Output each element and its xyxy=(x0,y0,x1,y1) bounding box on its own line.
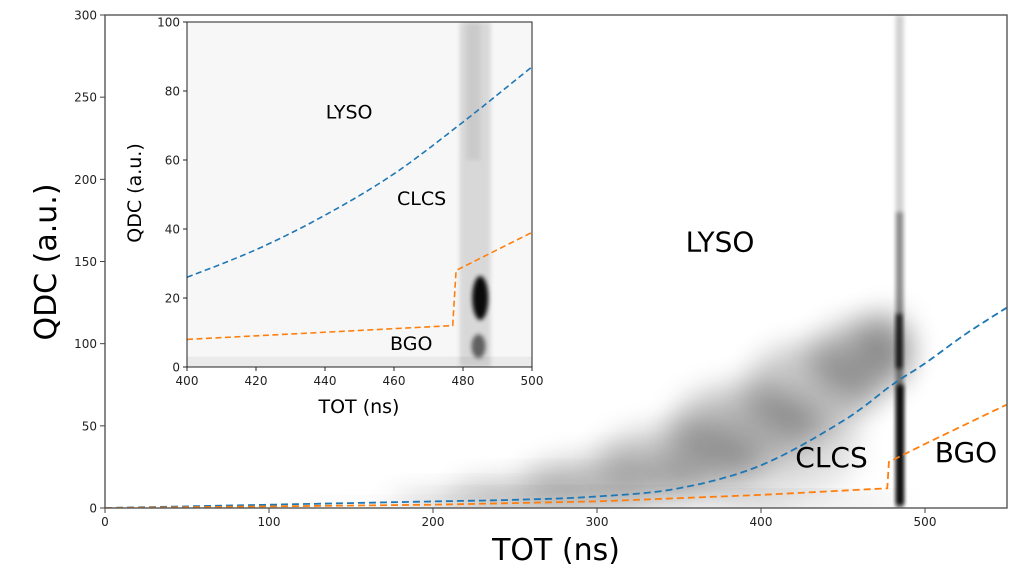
x-tick-label: 500 xyxy=(521,374,544,388)
main-x-ticks: 0 100 200 300 400 500 xyxy=(101,508,936,529)
clcs-bgo-boundary-line xyxy=(187,231,532,341)
main-density-map xyxy=(301,15,914,508)
region-label-clcs: CLCS xyxy=(795,441,867,474)
x-tick-label: 400 xyxy=(750,515,773,529)
region-label-bgo: BGO xyxy=(390,333,432,355)
inset-x-axis-label: TOT (ns) xyxy=(318,396,400,418)
lyso-clcs-boundary-line xyxy=(105,306,1007,508)
inset-x-ticks: 400 420 440 460 480 500 xyxy=(176,367,544,388)
x-tick-label: 400 xyxy=(176,374,199,388)
inset-y-axis-label: QDC (a.u.) xyxy=(124,143,146,242)
y-tick-label: 80 xyxy=(165,85,180,99)
x-tick-label: 480 xyxy=(452,374,475,388)
region-label-lyso: LYSO xyxy=(326,102,373,124)
x-tick-label: 420 xyxy=(245,374,268,388)
y-tick-label: 0 xyxy=(172,361,180,375)
vertical-band-core xyxy=(896,384,904,505)
y-tick-label: 50 xyxy=(82,419,97,433)
y-tick-label: 100 xyxy=(157,16,180,30)
y-tick-label: 20 xyxy=(165,292,180,306)
x-tick-label: 200 xyxy=(422,515,445,529)
x-tick-label: 0 xyxy=(101,515,109,529)
density-blob xyxy=(854,310,914,377)
y-tick-label: 250 xyxy=(74,91,97,105)
x-tick-label: 500 xyxy=(914,515,937,529)
region-label-lyso: LYSO xyxy=(686,226,755,259)
y-tick-label: 100 xyxy=(74,337,97,351)
main-x-axis-label: TOT (ns) xyxy=(491,533,620,568)
lyso-clcs-boundary-line xyxy=(187,66,532,279)
inset-density-map xyxy=(187,22,532,367)
main-series-group xyxy=(105,306,1007,508)
inset-series-group xyxy=(187,66,532,341)
main-y-ticks: 0 50 100 150 200 250 300 xyxy=(74,9,105,516)
inset-lower-cluster xyxy=(471,334,486,359)
x-tick-label: 300 xyxy=(586,515,609,529)
density-blob xyxy=(662,401,860,500)
inset-region-labels: LYSO CLCS BGO xyxy=(326,102,446,355)
y-tick-label: 150 xyxy=(74,255,97,269)
x-tick-label: 460 xyxy=(383,374,406,388)
y-tick-label: 0 xyxy=(89,502,97,516)
y-tick-label: 40 xyxy=(165,223,180,237)
vertical-band-dense xyxy=(896,314,903,369)
region-label-clcs: CLCS xyxy=(397,188,446,210)
density-blob xyxy=(711,494,909,508)
inset-axes: 400 420 440 460 480 500 0 20 40 60 80 100 LYSO CLCS… xyxy=(124,16,543,419)
main-region-labels: LYSO CLCS BGO xyxy=(686,226,998,474)
inset-dense-cluster xyxy=(472,276,489,320)
x-tick-label: 440 xyxy=(314,374,337,388)
inset-vertical-band-upper xyxy=(466,22,481,160)
density-blob xyxy=(400,493,794,508)
x-tick-label: 100 xyxy=(258,515,281,529)
inset-axes-frame xyxy=(186,21,533,368)
y-tick-label: 300 xyxy=(74,9,97,23)
y-tick-label: 200 xyxy=(74,173,97,187)
y-tick-label: 60 xyxy=(165,154,180,168)
main-y-axis-label: QDC (a.u.) xyxy=(29,183,64,340)
inset-bottom-noise xyxy=(187,356,532,367)
region-label-bgo: BGO xyxy=(935,436,997,469)
inset-y-ticks: 0 20 40 60 80 100 xyxy=(157,16,187,375)
